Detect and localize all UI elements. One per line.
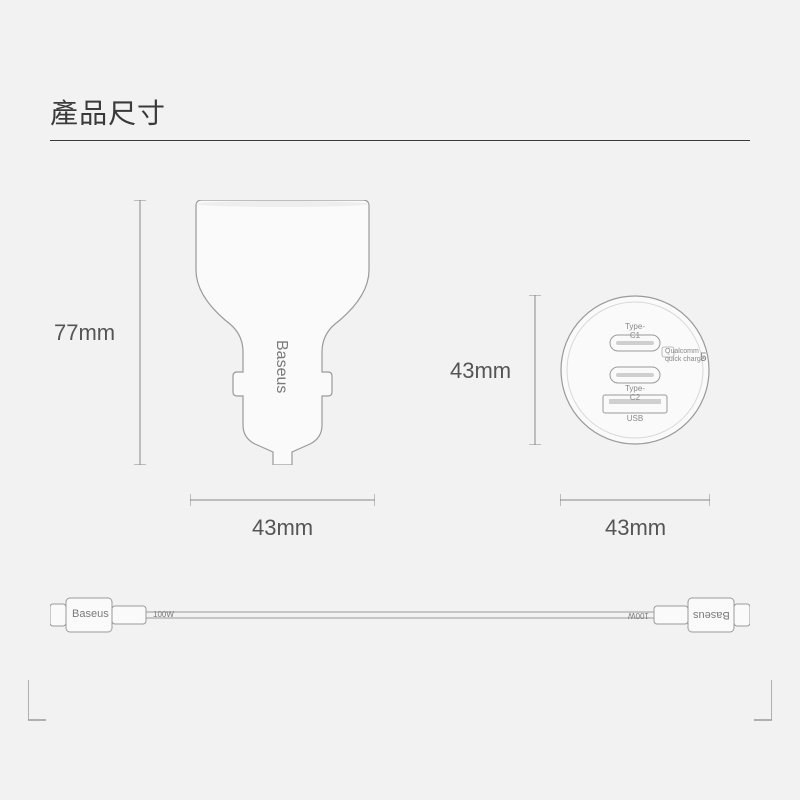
dim-width-side-label: 43mm	[252, 515, 313, 541]
port-label-usb: USB	[625, 414, 645, 423]
cable-brand-right: Baseus	[693, 609, 730, 621]
cable-wattage-left: 100W	[153, 610, 174, 619]
charger-side-view	[190, 200, 375, 465]
dim-width-side	[190, 490, 375, 510]
dim-height-top	[525, 295, 545, 445]
dim-height-side	[130, 200, 150, 465]
dim-width-top	[560, 490, 710, 510]
qc-badge-text: Qualcommquick charge	[665, 348, 705, 363]
dim-width-top-label: 43mm	[605, 515, 666, 541]
frame-corners	[28, 680, 772, 724]
dim-height-top-label: 43mm	[450, 358, 511, 384]
port-label-c1: Type-C1	[620, 322, 650, 340]
title-underline	[50, 140, 750, 141]
cable-wattage-right: 100W	[628, 611, 649, 620]
qc-badge-num: 5	[700, 350, 707, 364]
port-label-c2: Type-C2	[620, 384, 650, 402]
section-title: 產品尺寸	[50, 92, 166, 132]
cable-brand-left: Baseus	[72, 608, 109, 620]
dim-height-side-label: 77mm	[54, 320, 115, 346]
charger-brand-label: Baseus	[272, 340, 290, 393]
